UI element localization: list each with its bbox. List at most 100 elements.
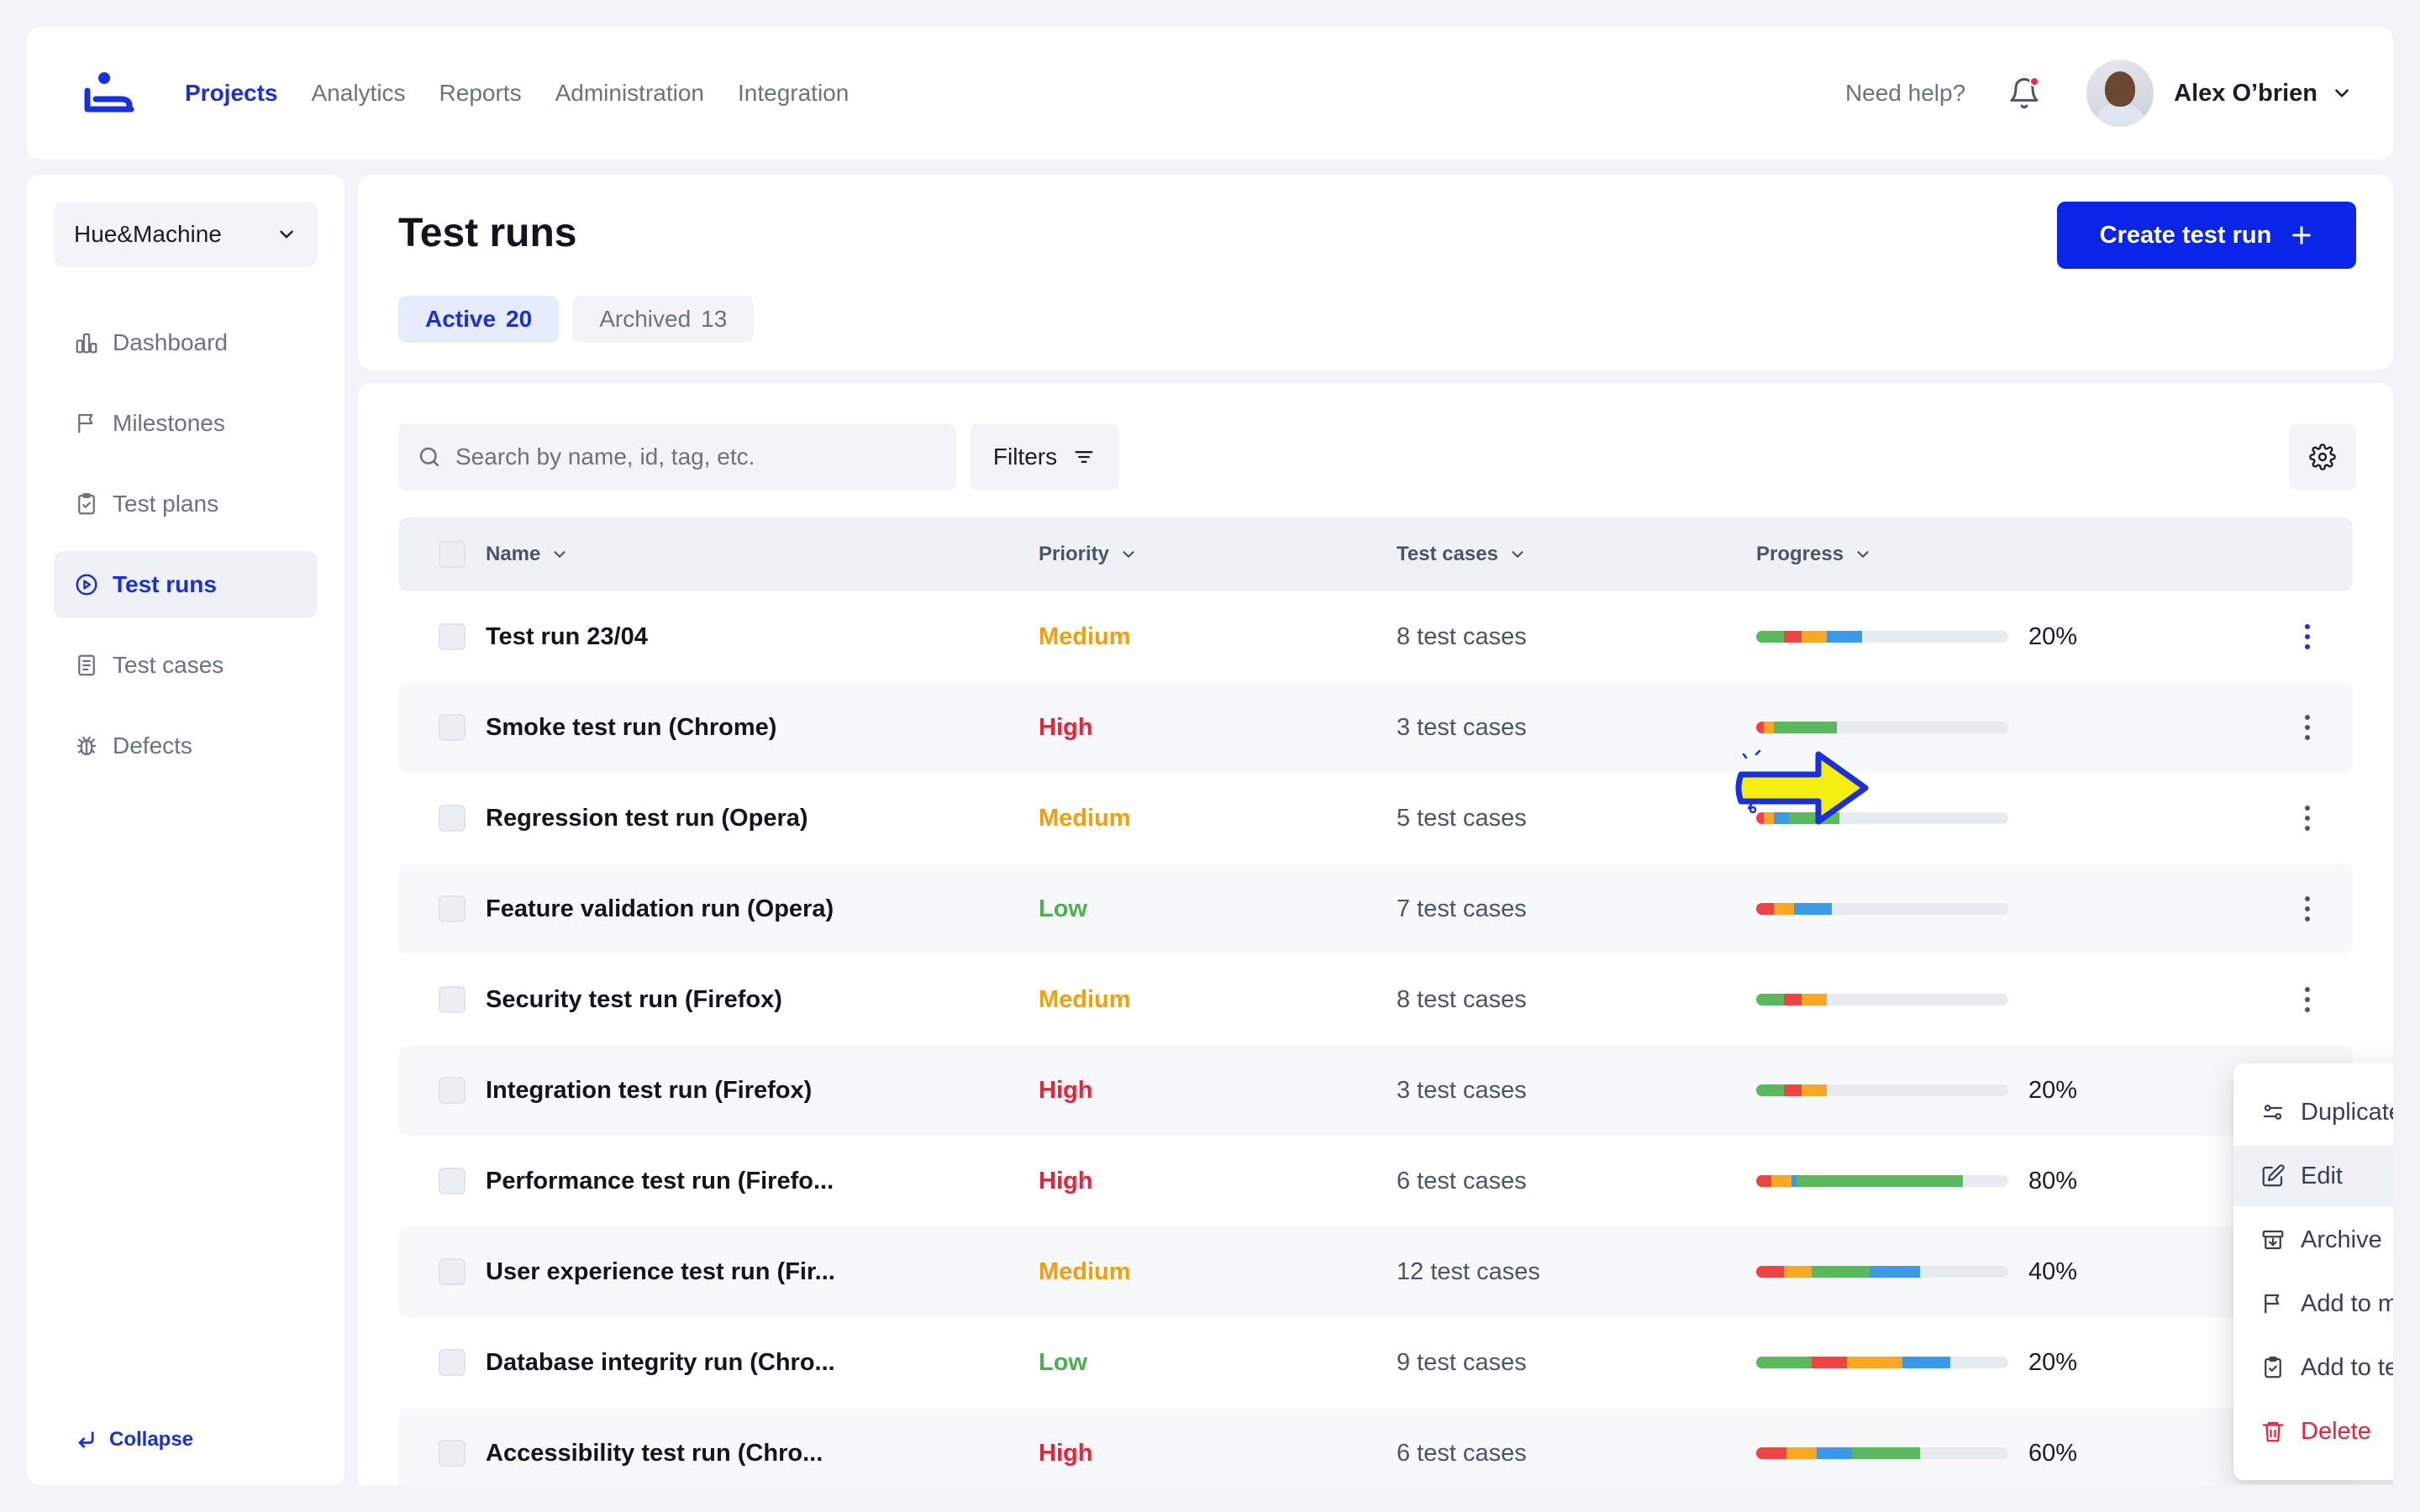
- progress-cell: 60%: [1756, 1408, 2077, 1485]
- page-header: Test runs Create test run Active 20 Arch…: [358, 175, 2393, 370]
- test-case-count: 8 test cases: [1397, 985, 1527, 1013]
- notifications-bell-icon[interactable]: [2007, 76, 2041, 110]
- sidebar-item-test-plans[interactable]: Test plans: [54, 470, 318, 538]
- menu-item-add-to-test-plans[interactable]: Add to test plans: [2233, 1337, 2393, 1398]
- row-checkbox[interactable]: [439, 1440, 466, 1467]
- tab-active[interactable]: Active 20: [398, 296, 560, 343]
- progress-percent: 20%: [2028, 1348, 2078, 1376]
- nav-projects[interactable]: Projects: [185, 80, 278, 106]
- run-name[interactable]: Performance test run (Firefo...: [486, 1167, 834, 1194]
- row-checkbox[interactable]: [439, 623, 466, 650]
- table-row[interactable]: User experience test run (Fir... Medium 12…: [398, 1226, 2353, 1317]
- nav-analytics[interactable]: Analytics: [311, 80, 406, 106]
- row-checkbox[interactable]: [439, 895, 466, 922]
- project-selector[interactable]: Hue&Machine: [54, 202, 318, 267]
- column-header-test-cases[interactable]: Test cases: [1397, 543, 1527, 566]
- archive-icon: [2262, 1230, 2284, 1250]
- menu-item-archive[interactable]: Archive: [2233, 1210, 2393, 1270]
- row-more-menu-button[interactable]: [2291, 773, 2324, 864]
- search-input[interactable]: [455, 444, 926, 470]
- row-checkbox[interactable]: [439, 1077, 466, 1104]
- row-checkbox[interactable]: [439, 986, 466, 1013]
- tab-archived[interactable]: Archived 13: [572, 296, 755, 343]
- filters-button[interactable]: Filters: [970, 423, 1119, 491]
- menu-item-add-to-milestones[interactable]: Add to milestones: [2233, 1273, 2393, 1334]
- column-header-name[interactable]: Name: [486, 543, 569, 566]
- table-row[interactable]: Feature validation run (Opera) Low 7 test …: [398, 864, 2353, 954]
- column-header-priority[interactable]: Priority: [1039, 543, 1138, 566]
- progress-percent: 60%: [2028, 1439, 2078, 1467]
- column-header-progress[interactable]: Progress: [1756, 543, 1872, 566]
- menu-item-duplicate-config[interactable]: Duplicate and apply configuration: [2233, 1082, 2393, 1142]
- table-row[interactable]: Security test run (Firefox) Medium 8 test …: [398, 954, 2353, 1045]
- chevron-down-icon[interactable]: [2331, 82, 2353, 104]
- avatar[interactable]: [2086, 60, 2154, 127]
- run-name[interactable]: Integration test run (Firefox): [486, 1076, 813, 1104]
- run-name[interactable]: User experience test run (Fir...: [486, 1257, 835, 1285]
- run-name[interactable]: Smoke test run (Chrome): [486, 713, 777, 741]
- test-case-count: 5 test cases: [1397, 804, 1527, 832]
- progress-segment: [1784, 994, 1802, 1005]
- progress-bar: [1756, 994, 2008, 1005]
- table-row[interactable]: Database integrity run (Chro... Low 9 test…: [398, 1317, 2353, 1408]
- row-more-menu-button[interactable]: [2291, 954, 2324, 1045]
- filters-label: Filters: [992, 444, 1058, 470]
- user-name[interactable]: Alex O’brien: [2174, 79, 2317, 107]
- progress-cell: 20%: [1756, 1317, 2077, 1408]
- row-more-menu-button[interactable]: [2291, 864, 2324, 954]
- select-all-checkbox[interactable]: [439, 541, 466, 568]
- run-name[interactable]: Accessibility test run (Chro...: [486, 1439, 823, 1467]
- run-name[interactable]: Test run 23/04: [486, 622, 648, 650]
- run-name[interactable]: Database integrity run (Chro...: [486, 1348, 835, 1376]
- test-case-count: 6 test cases: [1397, 1439, 1527, 1467]
- test-case-count: 12 test cases: [1397, 1257, 1540, 1285]
- row-checkbox[interactable]: [439, 1349, 466, 1376]
- progress-cell: 40%: [1756, 1226, 2077, 1317]
- progress-segment: [1791, 1175, 1797, 1187]
- table-row[interactable]: Smoke test run (Chrome) High 3 test cases: [398, 682, 2353, 773]
- progress-segment: [1756, 631, 1784, 643]
- sidebar-item-defects[interactable]: Defects: [54, 712, 318, 780]
- progress-segment: [1764, 722, 1774, 733]
- more-vertical-icon: [2305, 624, 2310, 649]
- tab-label: Active: [425, 306, 497, 332]
- app-logo-icon[interactable]: [82, 71, 136, 118]
- create-test-run-button[interactable]: Create test run: [2057, 202, 2356, 269]
- edit-icon: [2262, 1164, 2285, 1187]
- collapse-label: Collapse: [109, 1428, 194, 1451]
- row-checkbox[interactable]: [439, 1258, 466, 1285]
- progress-segment: [1756, 722, 1764, 733]
- sidebar-item-milestones[interactable]: Milestones: [54, 390, 318, 457]
- row-context-menu: Duplicate and apply configuration Edit A…: [2233, 1063, 2393, 1480]
- row-checkbox[interactable]: [439, 1168, 466, 1194]
- row-more-menu-button[interactable]: [2291, 682, 2324, 773]
- help-link[interactable]: Need help?: [1844, 80, 1966, 106]
- run-name[interactable]: Feature validation run (Opera): [486, 895, 834, 922]
- duplicate-config-icon: [2263, 1105, 2283, 1120]
- run-name[interactable]: Security test run (Firefox): [486, 985, 782, 1013]
- nav-reports[interactable]: Reports: [439, 80, 522, 106]
- row-checkbox[interactable]: [439, 714, 466, 741]
- table-settings-button[interactable]: [2289, 423, 2356, 491]
- row-more-menu-button[interactable]: [2291, 591, 2324, 682]
- menu-item-delete[interactable]: Delete: [2233, 1401, 2393, 1462]
- nav-integration[interactable]: Integration: [738, 80, 850, 106]
- sidebar-item-dashboard[interactable]: Dashboard: [54, 309, 318, 376]
- collapse-button[interactable]: Collapse: [74, 1428, 193, 1452]
- table-row[interactable]: Accessibility test run (Chro... High 6 tes…: [398, 1408, 2353, 1485]
- sidebar-item-test-runs[interactable]: Test runs: [54, 551, 318, 618]
- menu-item-edit[interactable]: Edit: [2233, 1146, 2393, 1206]
- table-row[interactable]: Regression test run (Opera) Medium 5 test …: [398, 773, 2353, 864]
- table-row[interactable]: Test run 23/04 Medium 8 test cases 20%: [398, 591, 2353, 682]
- notification-dot: [2029, 76, 2040, 87]
- progress-segment: [1756, 994, 1784, 1005]
- run-name[interactable]: Regression test run (Opera): [486, 804, 808, 832]
- table-row[interactable]: Integration test run (Firefox) High 3 test…: [398, 1045, 2353, 1136]
- table-row[interactable]: Performance test run (Firefo... High 6 tes…: [398, 1136, 2353, 1226]
- sidebar-item-label: Defects: [113, 732, 192, 759]
- progress-segment: [1784, 1084, 1802, 1096]
- sidebar-item-test-cases[interactable]: Test cases: [54, 632, 318, 699]
- search-box[interactable]: [398, 423, 956, 491]
- row-checkbox[interactable]: [439, 805, 466, 832]
- nav-administration[interactable]: Administration: [555, 80, 704, 106]
